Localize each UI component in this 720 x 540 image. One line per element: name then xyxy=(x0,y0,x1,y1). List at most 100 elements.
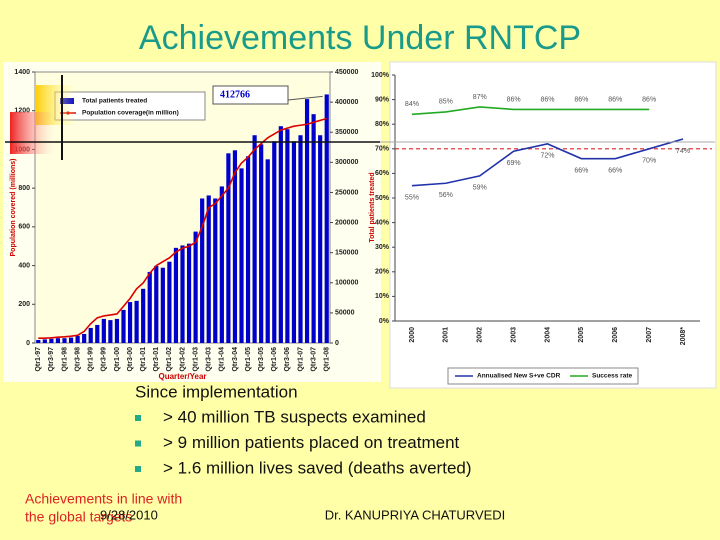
y-tick-label: 70% xyxy=(375,146,390,153)
data-label: 70% xyxy=(642,158,656,165)
bar xyxy=(95,324,100,343)
bar xyxy=(245,156,251,343)
bar xyxy=(265,159,270,343)
decor-square xyxy=(10,112,54,154)
bar xyxy=(239,168,244,343)
x-tick-label: 2001 xyxy=(443,327,450,343)
note: the global targets xyxy=(25,509,132,525)
x-tick-label: Qtr1-99 xyxy=(88,347,95,372)
y2-tick-label: 200000 xyxy=(335,219,358,226)
x-tick-label: Qtr1-06 xyxy=(271,347,278,372)
bar xyxy=(318,135,323,343)
bar xyxy=(304,99,310,343)
body-heading: Since implementation xyxy=(135,382,298,401)
x-tick-label: Qtr3-05 xyxy=(258,347,265,372)
x-tick-label: Qtr1-97 xyxy=(35,347,42,372)
x-tick-label: Qtr3-04 xyxy=(232,347,239,372)
legend-box xyxy=(447,367,639,385)
legend-label: Annualised New S+ve CDR xyxy=(477,373,561,380)
annotation-box xyxy=(212,85,289,105)
y-tick-label: 80% xyxy=(375,121,390,128)
bar xyxy=(219,186,224,343)
annotation: 412766 xyxy=(220,89,250,100)
y-tick-label: 90% xyxy=(375,96,390,103)
bar xyxy=(259,144,264,343)
y-tick-label: 30% xyxy=(375,244,390,251)
legend-label: Population coverage(in million) xyxy=(82,110,179,117)
data-label: 66% xyxy=(608,167,622,174)
y-tick-label: 50% xyxy=(375,195,390,202)
bar xyxy=(213,198,218,343)
bar xyxy=(36,339,41,343)
x-tick-label: Qtr3-06 xyxy=(284,347,291,372)
y2-tick-label: 150000 xyxy=(335,250,358,257)
data-label: 86% xyxy=(642,96,656,103)
data-label: 86% xyxy=(608,96,622,103)
bar xyxy=(180,245,185,343)
data-label: 56% xyxy=(439,192,453,199)
y-tick-label: 40% xyxy=(375,219,390,226)
x-tick-label: 2008* xyxy=(680,327,687,346)
x-tick-label: Qtr1-01 xyxy=(140,347,147,372)
bar xyxy=(82,333,87,343)
y-tick-label: 10% xyxy=(375,293,390,300)
y-tick-label: 800 xyxy=(18,185,30,192)
bar xyxy=(252,135,257,343)
bar xyxy=(141,288,146,343)
x-tick-label: Qtr3-99 xyxy=(101,347,108,372)
x-tick-label: Qtr3-00 xyxy=(127,347,134,372)
x-tick-label: Qtr1-02 xyxy=(166,347,173,372)
right-panel xyxy=(389,61,717,389)
bar xyxy=(272,141,277,343)
x-tick-label: Qtr3-97 xyxy=(48,347,55,372)
x-tick-label: Qtr1-98 xyxy=(61,347,68,372)
line xyxy=(38,117,327,339)
bar xyxy=(186,243,192,343)
data-label: 86% xyxy=(540,96,554,103)
x-tick-label: Qtr3-07 xyxy=(310,347,317,372)
bullet-marker xyxy=(135,440,141,447)
bar xyxy=(200,198,205,343)
x-tick-label: Qtr1-08 xyxy=(324,347,331,372)
data-label: 66% xyxy=(574,167,588,174)
bar xyxy=(154,265,159,343)
data-label: 74% xyxy=(676,148,690,155)
bar xyxy=(298,135,303,343)
y2-tick-label: 100000 xyxy=(335,280,358,287)
bar xyxy=(206,195,211,343)
x-tick-label: 2007 xyxy=(646,327,653,343)
y-tick-label: 200 xyxy=(18,301,30,308)
y-tick-label: 0% xyxy=(379,318,390,325)
bar xyxy=(285,129,290,343)
y-tick-label: 0 xyxy=(26,340,30,347)
bar xyxy=(226,153,231,343)
bar xyxy=(193,231,198,343)
y-tick-label: 1400 xyxy=(14,69,30,76)
bar xyxy=(167,261,172,343)
author: Dr. KANUPRIYA CHATURVEDI xyxy=(325,507,506,522)
y-tick-label: 60% xyxy=(375,170,390,177)
x-tick-label: Qtr3-02 xyxy=(179,347,186,372)
data-label: 86% xyxy=(574,96,588,103)
bar xyxy=(62,338,67,343)
bar xyxy=(108,320,113,343)
x-tick-label: Qtr3-03 xyxy=(206,347,213,372)
note: Achievements in line with xyxy=(25,491,182,507)
bar xyxy=(49,338,54,343)
line xyxy=(411,138,684,187)
line xyxy=(411,106,650,116)
bar xyxy=(42,339,47,343)
legend-label: Total patients treated xyxy=(82,98,147,105)
bar xyxy=(173,247,179,343)
data-label: 86% xyxy=(507,96,521,103)
slide-title: Achievements Under RNTCP xyxy=(139,19,581,57)
y2-axis-label: Total patients treated xyxy=(369,172,376,242)
bar xyxy=(127,302,133,343)
x-axis-label: Quarter/Year xyxy=(158,372,206,381)
bar xyxy=(134,300,139,343)
bar xyxy=(232,150,238,343)
bullet: > 40 million TB suspects examined xyxy=(163,407,426,426)
x-tick-label: 2003 xyxy=(510,327,517,343)
bar xyxy=(278,126,283,343)
bar xyxy=(88,327,93,343)
